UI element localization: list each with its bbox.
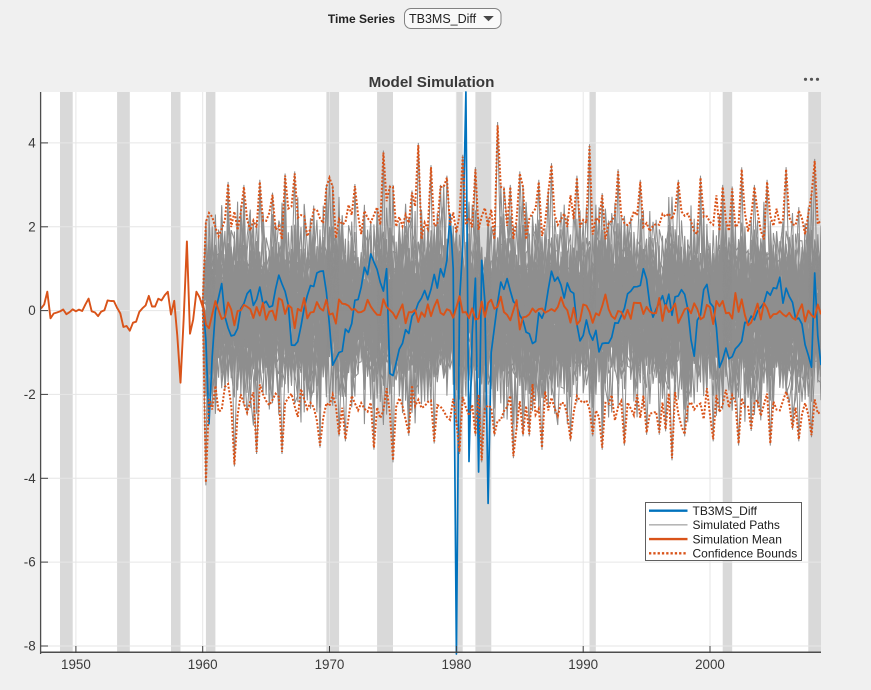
svg-text:Simulation Mean: Simulation Mean bbox=[693, 532, 782, 546]
svg-text:1990: 1990 bbox=[568, 657, 598, 672]
svg-text:1970: 1970 bbox=[315, 657, 345, 672]
svg-text:TB3MS_Diff: TB3MS_Diff bbox=[693, 504, 758, 518]
svg-text:Simulated Paths: Simulated Paths bbox=[693, 518, 780, 532]
svg-text:4: 4 bbox=[28, 136, 36, 151]
svg-text:1980: 1980 bbox=[442, 657, 472, 672]
svg-text:2: 2 bbox=[28, 219, 35, 234]
svg-text:1960: 1960 bbox=[188, 657, 218, 672]
svg-text:Time Series: Time Series bbox=[328, 12, 395, 26]
svg-text:Model Simulation: Model Simulation bbox=[369, 74, 495, 91]
svg-text:-4: -4 bbox=[24, 471, 36, 486]
svg-text:-8: -8 bbox=[24, 639, 36, 654]
svg-text:0: 0 bbox=[28, 303, 35, 318]
svg-text:-6: -6 bbox=[24, 555, 36, 570]
svg-text:TB3MS_Diff: TB3MS_Diff bbox=[409, 12, 477, 26]
svg-text:1950: 1950 bbox=[61, 657, 91, 672]
svg-text:Confidence Bounds: Confidence Bounds bbox=[693, 547, 798, 561]
svg-text:2000: 2000 bbox=[695, 657, 725, 672]
svg-text:-2: -2 bbox=[24, 387, 36, 402]
